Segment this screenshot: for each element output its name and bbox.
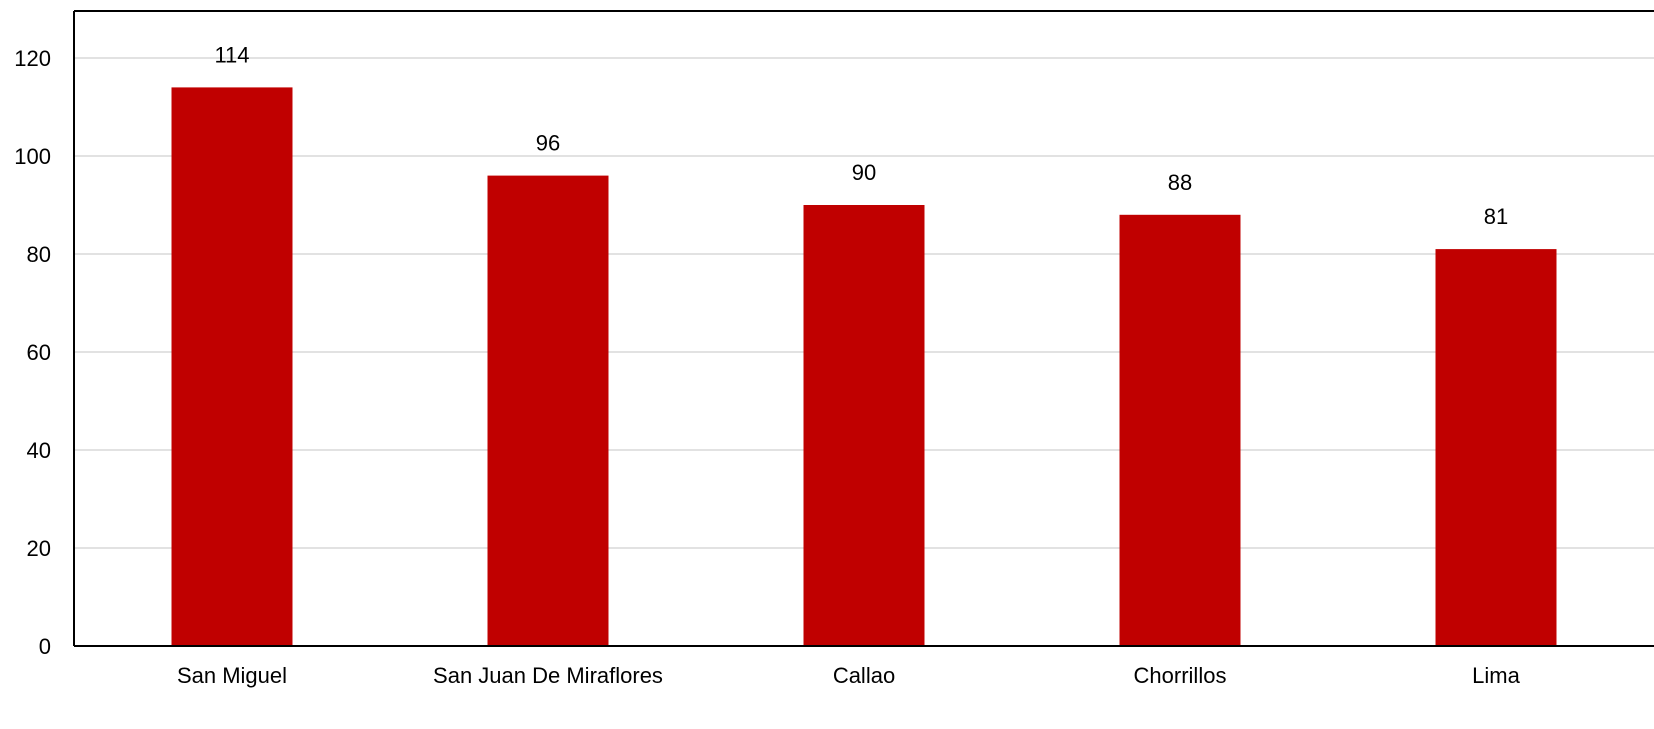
data-label-1: 96 [536,131,560,156]
bar-4 [1435,249,1557,646]
x-tick-label-0: San Miguel [177,663,287,688]
y-tick-label-0: 0 [39,634,51,659]
data-labels: 114 96 90 88 81 [214,42,1508,229]
y-tick-label-100: 100 [14,144,51,169]
y-tick-label-40: 40 [27,438,51,463]
bar-3 [1119,214,1241,647]
data-label-0: 114 [214,42,249,67]
x-tick-label-2: Callao [833,663,895,688]
data-label-3: 88 [1168,170,1192,195]
x-axis-ticks: San Miguel San Juan De Miraflores Callao Ch… [177,663,1521,688]
bar-2 [803,205,925,646]
y-axis-ticks: 0 20 40 60 80 100 120 [14,46,51,659]
x-tick-label-3: Chorrillos [1134,663,1227,688]
plot-frame [73,10,1654,647]
y-tick-label-20: 20 [27,536,51,561]
x-tick-label-4: Lima [1472,663,1520,688]
bars [171,87,1557,647]
y-tick-label-80: 80 [27,242,51,267]
bar-1 [487,175,609,646]
x-tick-label-1: San Juan De Miraflores [433,663,663,688]
y-tick-label-120: 120 [14,46,51,71]
data-label-2: 90 [852,160,876,185]
y-tick-label-60: 60 [27,340,51,365]
data-label-4: 81 [1484,204,1508,229]
bar-0 [171,87,293,646]
